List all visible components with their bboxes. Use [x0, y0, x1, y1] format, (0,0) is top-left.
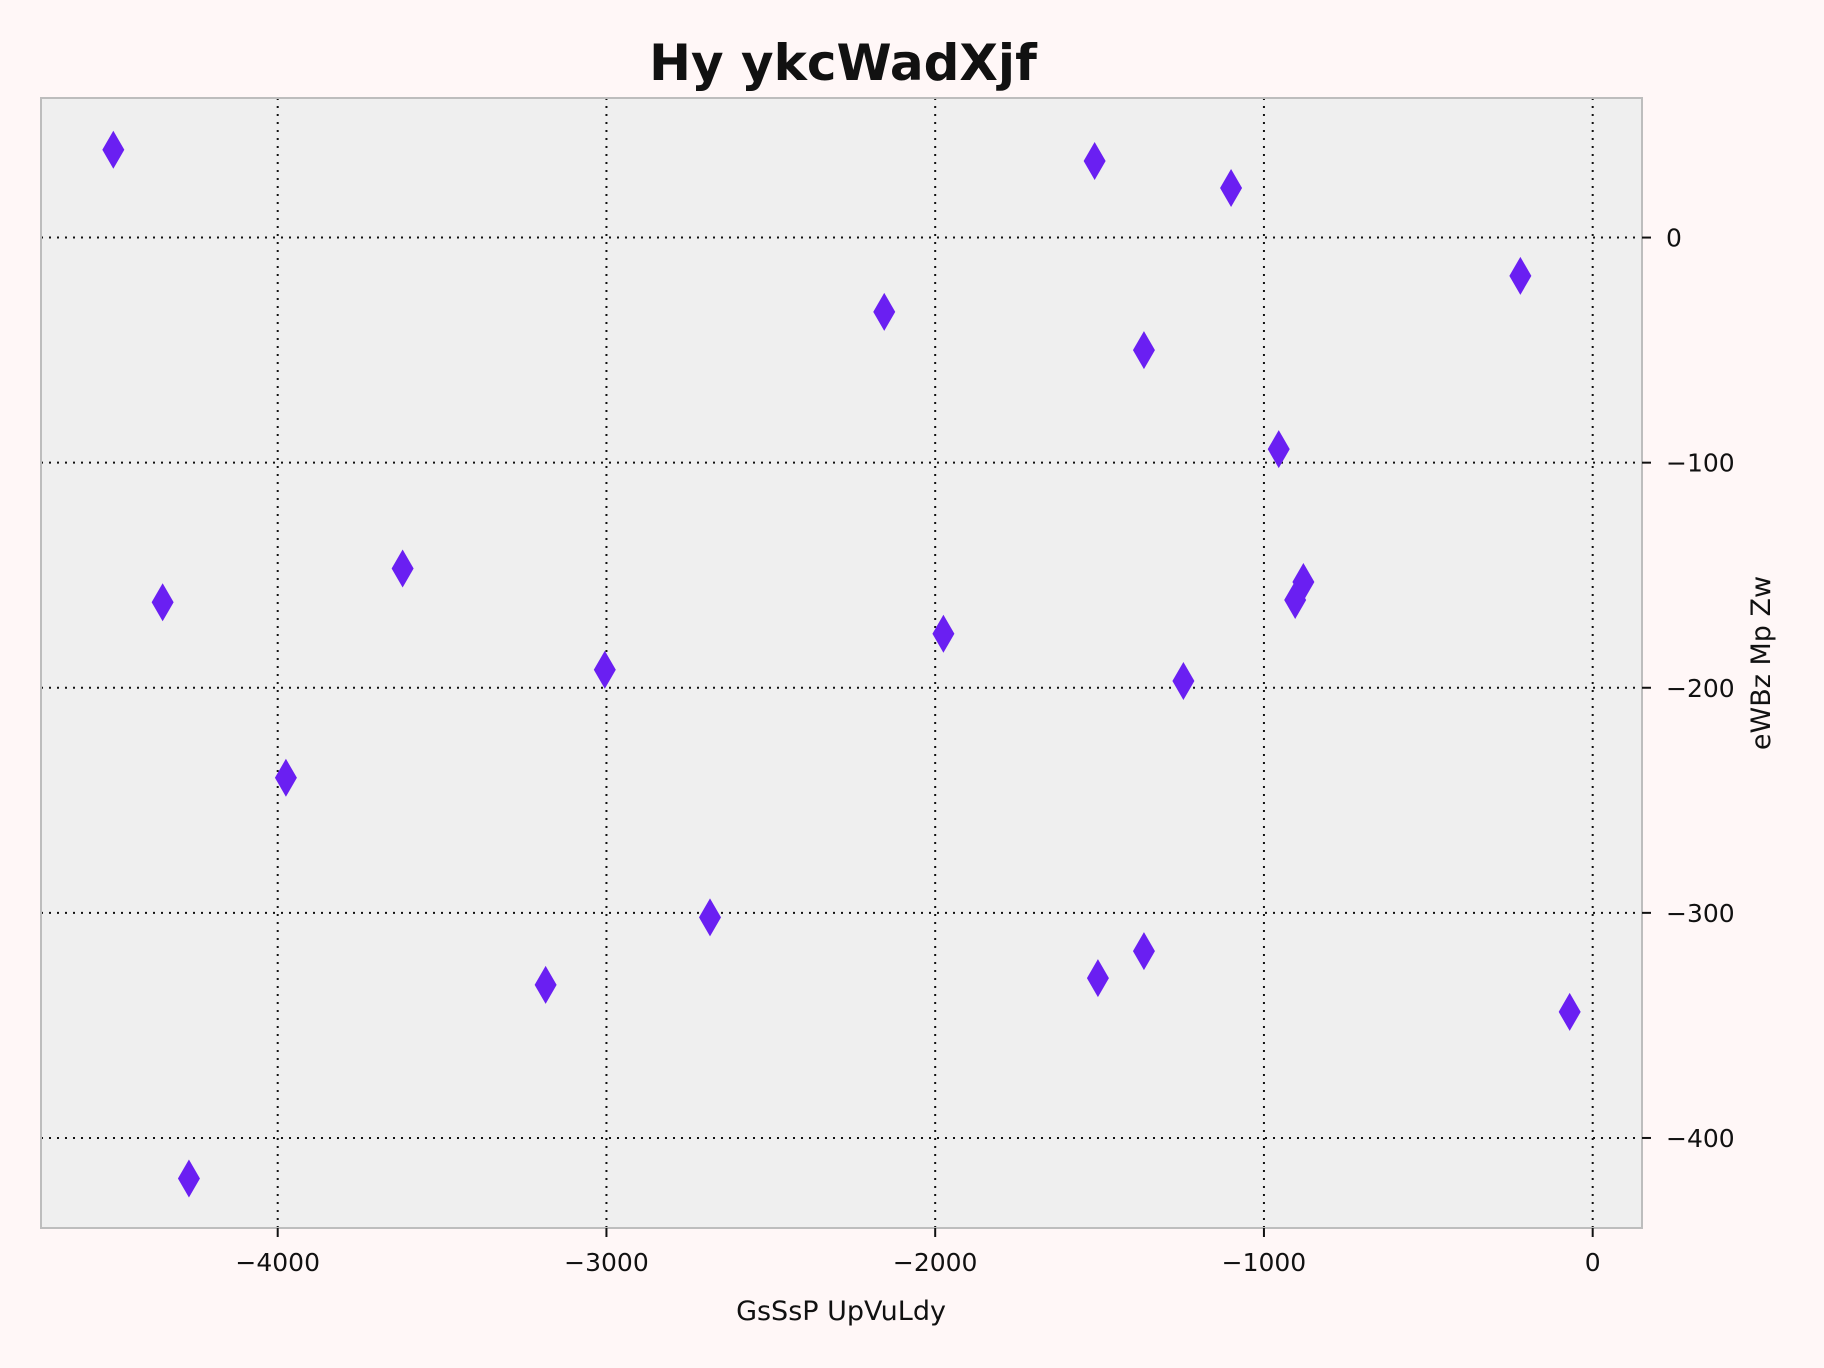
data-point-diamond	[274, 758, 297, 797]
x-tick-label: −1000	[1222, 1248, 1307, 1277]
data-point-diamond	[699, 898, 722, 937]
y-tick-label: −300	[1666, 899, 1735, 928]
plot-area	[41, 98, 1642, 1228]
y-tick-label: −200	[1666, 674, 1735, 703]
data-point-diamond	[534, 965, 557, 1004]
data-point-diamond	[177, 1159, 200, 1198]
data-point-diamond	[873, 292, 896, 331]
data-points	[102, 130, 1581, 1198]
x-axis-label: GsSsP UpVuLdy	[736, 1296, 946, 1327]
x-axis-ticks: −4000 −3000 −2000 −1000 0	[235, 1228, 1601, 1277]
data-point-diamond	[1086, 959, 1109, 998]
data-point-diamond	[1172, 662, 1195, 701]
data-point-diamond	[102, 130, 125, 169]
x-tick-label: −4000	[235, 1248, 320, 1277]
plot-frame	[40, 97, 1643, 1229]
data-point-diamond	[1509, 256, 1532, 295]
data-point-diamond	[1292, 562, 1315, 601]
y-axis-label: eWBz Mp Zw	[1746, 576, 1777, 750]
grid-lines	[41, 98, 1642, 1228]
data-point-diamond	[1083, 142, 1106, 181]
data-point-diamond	[932, 614, 955, 653]
x-tick-label: −2000	[893, 1248, 978, 1277]
data-point-diamond	[151, 583, 174, 622]
data-point-diamond	[1220, 169, 1243, 208]
y-tick-label: −400	[1666, 1124, 1735, 1153]
y-axis-ticks: 0 −100 −200 −300 −400	[1642, 224, 1735, 1153]
data-point-diamond	[593, 650, 616, 689]
data-point-diamond	[1267, 430, 1290, 469]
x-tick-label: −3000	[564, 1248, 649, 1277]
data-point-diamond	[1558, 992, 1581, 1031]
chart-title: Hy ykcWadXjf	[649, 34, 1038, 92]
data-point-diamond	[1132, 331, 1155, 370]
y-tick-label: 0	[1666, 224, 1682, 253]
data-point-diamond	[391, 549, 414, 588]
data-point-diamond	[1132, 932, 1155, 971]
x-tick-label: 0	[1585, 1248, 1601, 1277]
y-tick-label: −100	[1666, 449, 1735, 478]
